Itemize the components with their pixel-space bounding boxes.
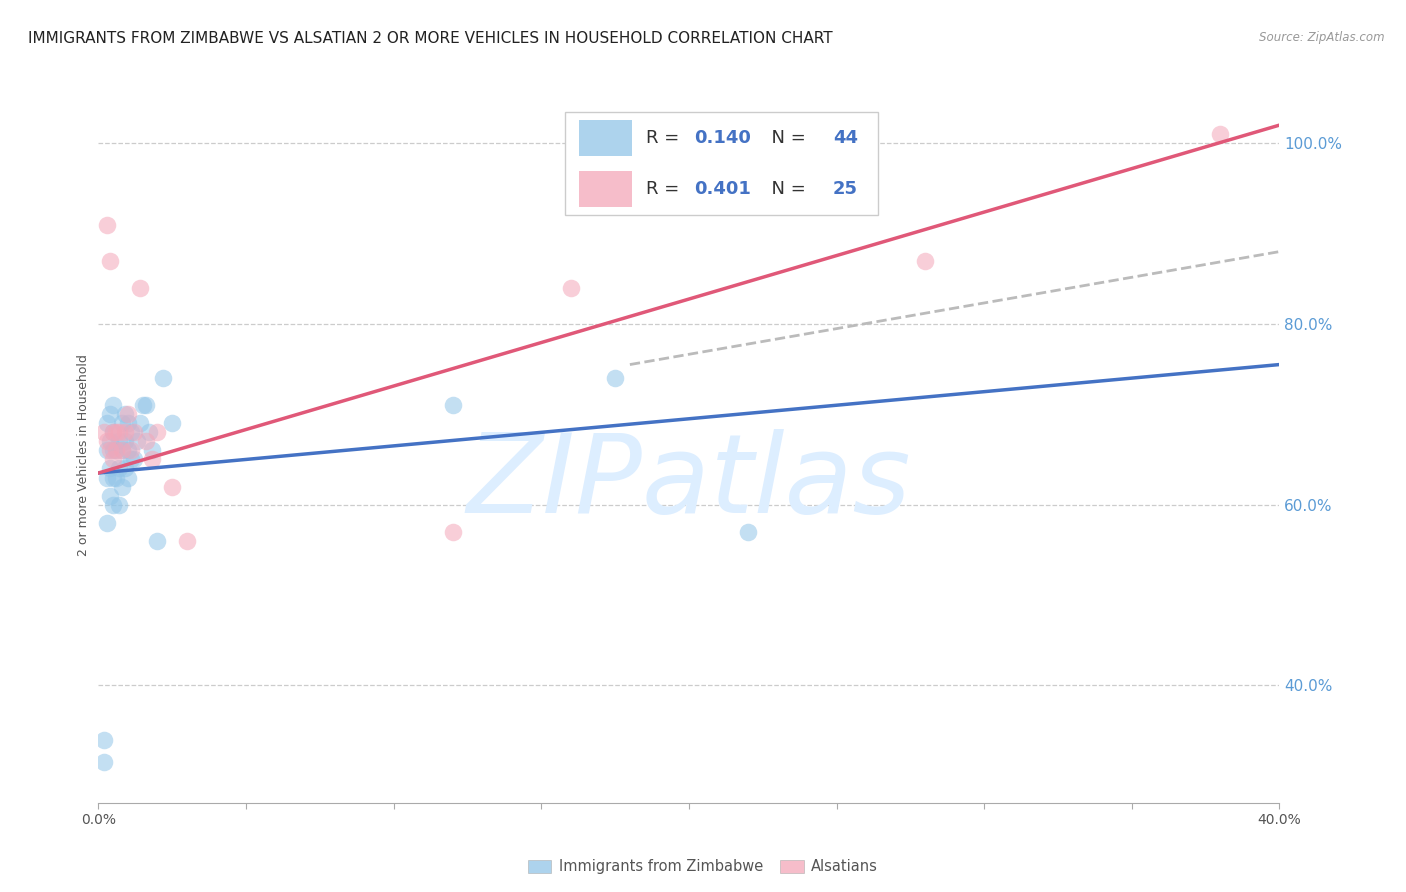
Point xyxy=(441,398,464,412)
Point xyxy=(105,470,128,484)
Point xyxy=(98,489,121,503)
Point xyxy=(135,434,157,449)
Point xyxy=(96,470,118,484)
Point xyxy=(98,461,121,475)
Point xyxy=(111,443,134,458)
Point xyxy=(146,425,169,440)
Text: R =: R = xyxy=(647,180,685,198)
Point xyxy=(103,443,125,458)
Point xyxy=(162,479,183,493)
Point xyxy=(114,461,136,475)
Point xyxy=(108,498,131,512)
Point xyxy=(128,281,150,295)
Text: Source: ZipAtlas.com: Source: ZipAtlas.com xyxy=(1260,31,1385,45)
Point xyxy=(103,425,125,440)
Point xyxy=(120,443,142,458)
Point xyxy=(96,516,118,530)
Point xyxy=(93,425,115,440)
Point xyxy=(98,434,121,449)
Point xyxy=(560,281,582,295)
Point xyxy=(162,417,183,431)
FancyBboxPatch shape xyxy=(565,112,877,215)
Point xyxy=(108,434,131,449)
Text: ZIPatlas: ZIPatlas xyxy=(467,429,911,536)
Text: N =: N = xyxy=(759,128,811,146)
Point xyxy=(146,533,169,548)
Point xyxy=(122,425,145,440)
Point xyxy=(98,407,121,421)
Point xyxy=(111,479,134,493)
Point xyxy=(914,253,936,268)
Point xyxy=(114,434,136,449)
Point xyxy=(114,425,136,440)
Point xyxy=(117,470,139,484)
Point xyxy=(605,371,627,385)
Point xyxy=(141,452,163,467)
Point xyxy=(1209,127,1232,141)
Point xyxy=(141,443,163,458)
Point xyxy=(132,398,155,412)
Legend: Immigrants from Zimbabwe, Alsatians: Immigrants from Zimbabwe, Alsatians xyxy=(522,854,884,880)
Point xyxy=(96,434,118,449)
Text: IMMIGRANTS FROM ZIMBABWE VS ALSATIAN 2 OR MORE VEHICLES IN HOUSEHOLD CORRELATION: IMMIGRANTS FROM ZIMBABWE VS ALSATIAN 2 O… xyxy=(28,31,832,46)
Point xyxy=(98,443,121,458)
Point xyxy=(103,452,125,467)
Point xyxy=(176,533,198,548)
Point xyxy=(128,417,150,431)
Point xyxy=(103,498,125,512)
Point xyxy=(93,732,115,747)
Point xyxy=(117,407,139,421)
Point xyxy=(441,524,464,539)
Point xyxy=(120,425,142,440)
Point xyxy=(108,425,131,440)
Point xyxy=(105,443,128,458)
FancyBboxPatch shape xyxy=(579,171,633,207)
Y-axis label: 2 or more Vehicles in Household: 2 or more Vehicles in Household xyxy=(77,354,90,556)
Point xyxy=(103,398,125,412)
Point xyxy=(152,371,174,385)
Point xyxy=(135,398,157,412)
Text: 44: 44 xyxy=(832,128,858,146)
Point xyxy=(114,407,136,421)
Point xyxy=(105,425,128,440)
Text: 0.401: 0.401 xyxy=(693,180,751,198)
Point xyxy=(737,524,759,539)
Point xyxy=(117,443,139,458)
Point xyxy=(96,218,118,232)
Point xyxy=(96,417,118,431)
Text: 0.140: 0.140 xyxy=(693,128,751,146)
Point xyxy=(122,452,145,467)
Point xyxy=(111,443,134,458)
FancyBboxPatch shape xyxy=(579,120,633,156)
Text: R =: R = xyxy=(647,128,685,146)
Point xyxy=(117,417,139,431)
Point xyxy=(93,755,115,769)
Point xyxy=(138,425,160,440)
Point xyxy=(108,461,131,475)
Point xyxy=(98,253,121,268)
Point xyxy=(125,434,148,449)
Point xyxy=(120,452,142,467)
Text: 25: 25 xyxy=(832,180,858,198)
Text: N =: N = xyxy=(759,180,811,198)
Point xyxy=(96,443,118,458)
Point xyxy=(103,425,125,440)
Point xyxy=(103,470,125,484)
Point xyxy=(105,443,128,458)
Point xyxy=(111,417,134,431)
